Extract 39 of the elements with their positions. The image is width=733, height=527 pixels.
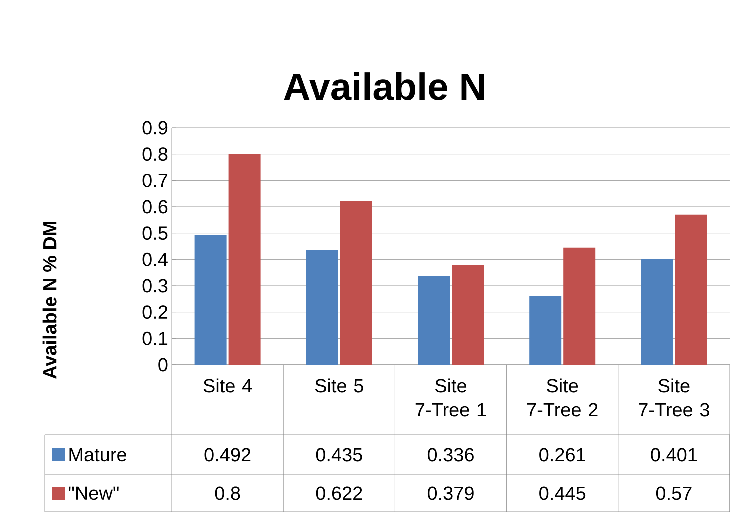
bar: [194, 235, 227, 365]
data-label: 0.492: [204, 448, 251, 462]
data-label: 0.379: [428, 486, 474, 500]
bar: [564, 248, 596, 365]
y-tick-label: 0.3: [142, 279, 168, 293]
x-tick-label: Site 7-Tree 3: [639, 378, 710, 417]
data-label: 0.445: [540, 486, 586, 500]
data-label: 0.435: [316, 448, 362, 462]
chart-title: Available N: [284, 72, 484, 100]
data-label: 0.261: [540, 448, 586, 462]
bar: [228, 154, 261, 365]
data-label: 0.336: [428, 448, 474, 462]
bar: [306, 250, 338, 365]
data-label: 0.622: [316, 486, 362, 500]
data-label: 0.57: [656, 486, 692, 500]
y-tick-label: 0.5: [142, 226, 168, 240]
y-tick-label: 0.2: [142, 306, 168, 320]
x-tick-label: Site 5: [315, 378, 364, 393]
y-tick-label: 0.9: [142, 121, 168, 135]
bar: [452, 265, 484, 365]
y-tick-label: 0.6: [142, 200, 168, 214]
data-label: 0.8: [215, 486, 240, 500]
y-tick-label: 0: [158, 358, 168, 372]
bar: [340, 201, 372, 365]
bar: [641, 259, 674, 365]
y-tick-label: 0.4: [142, 252, 168, 266]
legend-label: "New": [69, 486, 119, 500]
bar: [675, 214, 708, 365]
bar: [530, 296, 562, 365]
x-tick-label: Site 4: [204, 378, 252, 393]
data-label: 0.401: [651, 448, 698, 462]
x-tick-label: Site 7-Tree 2: [527, 378, 598, 417]
x-tick-label: Site 7-Tree 1: [416, 378, 486, 417]
y-tick-label: 0.7: [142, 174, 168, 188]
y-tick-label: 0.8: [142, 148, 168, 162]
y-tick-label: 0.1: [142, 332, 168, 346]
y-axis-title: Available N % DM: [42, 222, 57, 379]
bar: [418, 276, 450, 365]
legend-label: Mature: [70, 448, 126, 462]
